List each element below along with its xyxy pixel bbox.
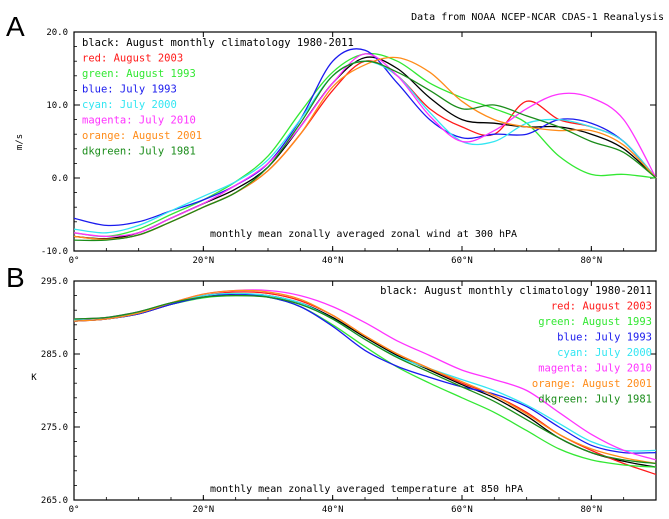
panel-b-legend: black: August monthly climatology 1980-2… xyxy=(380,285,652,406)
legend-entry-red: red: August 2003 xyxy=(82,53,183,65)
x-tick-label: 80°N xyxy=(580,505,602,515)
panel-b-letter: B xyxy=(6,262,25,293)
y-tick-label: 0.0 xyxy=(52,174,68,184)
panel-b-ylabel: K xyxy=(31,373,37,383)
panel-b-tick-labels: 0° 20°N 40°N 60°N 80°N 265.0 275.0 285.0 295.0 xyxy=(41,277,602,515)
x-tick-label: 40°N xyxy=(322,256,344,266)
legend-entry-blue: blue: July 1993 xyxy=(82,84,177,96)
panel-a-ticks xyxy=(73,31,657,252)
panel-a-annotation: monthly mean zonally averaged zonal wind… xyxy=(210,229,517,240)
x-tick-label: 0° xyxy=(69,256,80,266)
legend-entry-dkgreen: dkgreen: July 1981 xyxy=(82,146,196,158)
panel-a-ylabel: m/s xyxy=(15,134,25,150)
y-tick-label: 275.0 xyxy=(41,423,68,433)
panel-b: B 0° 20°N 40°N 60°N 80°N 265.0 275.0 285.0 295.0… xyxy=(6,262,657,515)
panel-b-series xyxy=(73,289,657,476)
source-note: Data from NOAA NCEP-NCAR CDAS-1 Reanalys… xyxy=(411,12,664,23)
legend-entry-black: black: August monthly climatology 1980-2… xyxy=(82,37,354,49)
legend-entry-green: green: August 1993 xyxy=(82,68,196,80)
series-line-dkgreen xyxy=(73,60,657,242)
panel-a-legend: black: August monthly climatology 1980-2… xyxy=(82,37,354,158)
series-line-dkgreen xyxy=(73,294,657,465)
x-tick-label: 40°N xyxy=(322,505,344,515)
legend-entry-cyan: cyan: July 2000 xyxy=(557,347,652,359)
legend-entry-orange: orange: August 2001 xyxy=(532,378,652,390)
y-tick-label: 295.0 xyxy=(41,277,68,287)
legend-entry-black: black: August monthly climatology 1980-2… xyxy=(380,285,652,297)
legend-entry-blue: blue: July 1993 xyxy=(557,332,652,344)
y-tick-label: 20.0 xyxy=(46,28,68,38)
series-line-blue xyxy=(73,293,657,454)
panel-a-series xyxy=(73,48,657,242)
y-tick-label: 265.0 xyxy=(41,496,68,506)
panel-b-ticks xyxy=(73,280,657,501)
legend-entry-red: red: August 2003 xyxy=(551,301,652,313)
y-tick-label: 10.0 xyxy=(46,101,68,111)
x-tick-label: 0° xyxy=(69,505,80,515)
x-tick-label: 20°N xyxy=(192,505,214,515)
panel-a-tick-labels: 0° 20°N 40°N 60°N 80°N -10.0 0.0 10.0 20.0 xyxy=(41,28,602,266)
y-tick-label: 285.0 xyxy=(41,350,68,360)
legend-entry-cyan: cyan: July 2000 xyxy=(82,99,177,111)
x-tick-label: 20°N xyxy=(192,256,214,266)
series-line-magenta xyxy=(73,53,657,238)
legend-entry-green: green: August 1993 xyxy=(538,316,652,328)
x-tick-label: 60°N xyxy=(451,256,473,266)
legend-entry-magenta: magenta: July 2010 xyxy=(82,115,196,127)
panel-a-letter: A xyxy=(6,11,25,42)
panel-b-frame xyxy=(73,280,657,501)
panel-b-annotation: monthly mean zonally averaged temperatur… xyxy=(210,484,523,495)
legend-entry-dkgreen: dkgreen: July 1981 xyxy=(538,394,652,406)
x-tick-label: 60°N xyxy=(451,505,473,515)
panel-a: A 0° 20°N 40°N 60°N 80°N -10.0 0.0 10.0 20.0 m/s… xyxy=(6,11,657,266)
y-tick-label: -10.0 xyxy=(41,247,68,257)
x-tick-label: 80°N xyxy=(580,256,602,266)
legend-entry-magenta: magenta: July 2010 xyxy=(538,363,652,375)
legend-entry-orange: orange: August 2001 xyxy=(82,130,202,142)
